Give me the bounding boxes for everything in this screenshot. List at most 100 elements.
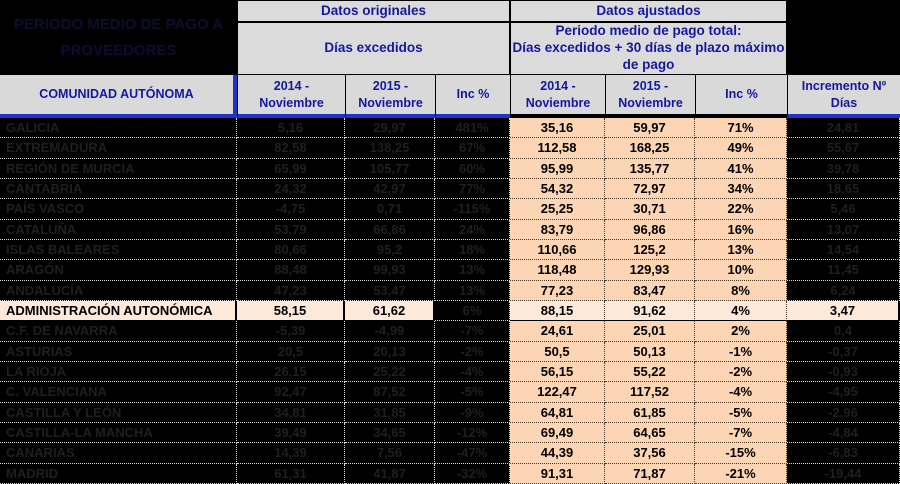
- cell-orig-2014: 82,58: [237, 138, 345, 159]
- cell-adj-2015: 168,25: [605, 138, 695, 159]
- cell-community-name: CANARIAS: [0, 443, 237, 464]
- cell-orig-2014: 53,79: [237, 219, 345, 240]
- cell-adj-2015: 55,22: [605, 362, 695, 383]
- cell-community-name: CANTABRIA: [0, 179, 237, 200]
- cell-orig-inc: 13%: [435, 280, 510, 301]
- cell-orig-2014: 92,47: [237, 382, 345, 403]
- cell-community-name: LA RIOJA: [0, 362, 237, 383]
- cell-community-name: GALICIA: [0, 118, 237, 139]
- cell-adj-2014: 110,66: [510, 240, 605, 261]
- column-header-orig-2014: 2014 - Noviembre: [237, 75, 345, 118]
- cell-orig-2014: 47,23: [237, 280, 345, 301]
- cell-community-name: ANDALUCÍA: [0, 280, 237, 301]
- cell-orig-2014: 26,15: [237, 362, 345, 383]
- cell-adj-inc: -7%: [695, 423, 787, 444]
- cell-community-name: REGIÓN DE MURCIA: [0, 158, 237, 179]
- cell-adj-2015: 135,77: [605, 158, 695, 179]
- cell-orig-2014: 58,15: [237, 301, 345, 322]
- cell-orig-inc: 6%: [435, 301, 510, 322]
- cell-adj-inc: -4%: [695, 382, 787, 403]
- cell-orig-2015: 66,86: [345, 219, 435, 240]
- cell-orig-2014: 14,39: [237, 443, 345, 464]
- cell-orig-inc: 77%: [435, 179, 510, 200]
- cell-adj-2014: 24,61: [510, 321, 605, 342]
- cell-adj-2014: 35,16: [510, 118, 605, 139]
- cell-increment-days: -0,37: [787, 341, 900, 362]
- cell-increment-days: -0,93: [787, 362, 900, 383]
- cell-community-name: CATALUÑA: [0, 219, 237, 240]
- cell-adj-2014: 95,99: [510, 158, 605, 179]
- cell-community-name: CASTILLA Y LEÓN: [0, 402, 237, 423]
- cell-adj-2015: 117,52: [605, 382, 695, 403]
- group-subtitle-original: Días excedidos: [237, 22, 510, 75]
- cell-adj-2014: 118,48: [510, 260, 605, 281]
- cell-adj-2015: 83,47: [605, 280, 695, 301]
- cell-orig-inc: -47%: [435, 443, 510, 464]
- cell-adj-2015: 71,87: [605, 463, 695, 484]
- cell-adj-inc: 16%: [695, 219, 787, 240]
- cell-orig-2015: 87,52: [345, 382, 435, 403]
- cell-adj-inc: 4%: [695, 301, 787, 322]
- cell-orig-2015: 53,47: [345, 280, 435, 301]
- cell-adj-2014: 64,81: [510, 402, 605, 423]
- cell-adj-2014: 112,58: [510, 138, 605, 159]
- cell-increment-days: 0,4: [787, 321, 900, 342]
- cell-orig-2014: 61,31: [237, 463, 345, 484]
- cell-community-name: C.F. DE NAVARRA: [0, 321, 237, 342]
- cell-increment-days: 3,47: [787, 301, 900, 322]
- cell-adj-inc: -5%: [695, 402, 787, 423]
- cell-adj-2014: 83,79: [510, 219, 605, 240]
- cell-orig-2014: -4,75: [237, 199, 345, 220]
- cell-community-name: C. VALENCIANA: [0, 382, 237, 403]
- cell-orig-2014: 65,99: [237, 158, 345, 179]
- cell-orig-2014: 34,81: [237, 402, 345, 423]
- cell-orig-2014: 80,66: [237, 240, 345, 261]
- cell-adj-2015: 125,2: [605, 240, 695, 261]
- cell-community-name: ASTURIAS: [0, 341, 237, 362]
- cell-orig-inc: 13%: [435, 260, 510, 281]
- cell-orig-2015: 31,85: [345, 402, 435, 423]
- cell-orig-inc: 18%: [435, 240, 510, 261]
- cell-increment-days: 55,67: [787, 138, 900, 159]
- cell-adj-inc: 2%: [695, 321, 787, 342]
- cell-adj-inc: 71%: [695, 118, 787, 139]
- cell-adj-inc: 8%: [695, 280, 787, 301]
- cell-orig-2014: 88,48: [237, 260, 345, 281]
- column-header-adj-2015: 2015 - Noviembre: [605, 75, 695, 118]
- cell-adj-2015: 129,93: [605, 260, 695, 281]
- cell-community-name: EXTREMADURA: [0, 138, 237, 159]
- cell-adj-2014: 50,5: [510, 341, 605, 362]
- cell-orig-inc: 67%: [435, 138, 510, 159]
- cell-orig-inc: -2%: [435, 341, 510, 362]
- cell-increment-days: 6,24: [787, 280, 900, 301]
- cell-adj-2015: 25,01: [605, 321, 695, 342]
- cell-community-name: ISLAS BALEARES: [0, 240, 237, 261]
- page-title-line2: PROVEEDORES: [60, 41, 177, 59]
- cell-orig-2014: -5,39: [237, 321, 345, 342]
- cell-orig-2015: 7,56: [345, 443, 435, 464]
- cell-increment-days: 14,54: [787, 240, 900, 261]
- cell-adj-inc: -21%: [695, 463, 787, 484]
- cell-adj-2014: 122,47: [510, 382, 605, 403]
- cell-community-name: ARAGÓN: [0, 260, 237, 281]
- group-header-adjusted: Datos ajustados: [510, 0, 787, 22]
- cell-orig-inc: -4%: [435, 362, 510, 383]
- cell-adj-2015: 50,13: [605, 341, 695, 362]
- cell-increment-days: 13,07: [787, 219, 900, 240]
- cell-increment-days: -4,84: [787, 423, 900, 444]
- cell-adj-inc: -15%: [695, 443, 787, 464]
- column-header-adj-inc: Inc %: [695, 75, 787, 118]
- cell-orig-2015: 29,97: [345, 118, 435, 139]
- cell-adj-2014: 69,49: [510, 423, 605, 444]
- cell-orig-2015: 25,22: [345, 362, 435, 383]
- cell-increment-days: 24,81: [787, 118, 900, 139]
- cell-adj-2015: 64,65: [605, 423, 695, 444]
- cell-adj-inc: 34%: [695, 179, 787, 200]
- cell-adj-inc: -1%: [695, 341, 787, 362]
- cell-orig-inc: -32%: [435, 463, 510, 484]
- cell-adj-2014: 25,25: [510, 199, 605, 220]
- cell-adj-2014: 44,39: [510, 443, 605, 464]
- column-header-community: COMUNIDAD AUTÓNOMA: [0, 75, 237, 118]
- cell-community-name: ADMINISTRACIÓN AUTONÓMICA: [0, 301, 237, 322]
- cell-increment-days: 39,78: [787, 158, 900, 179]
